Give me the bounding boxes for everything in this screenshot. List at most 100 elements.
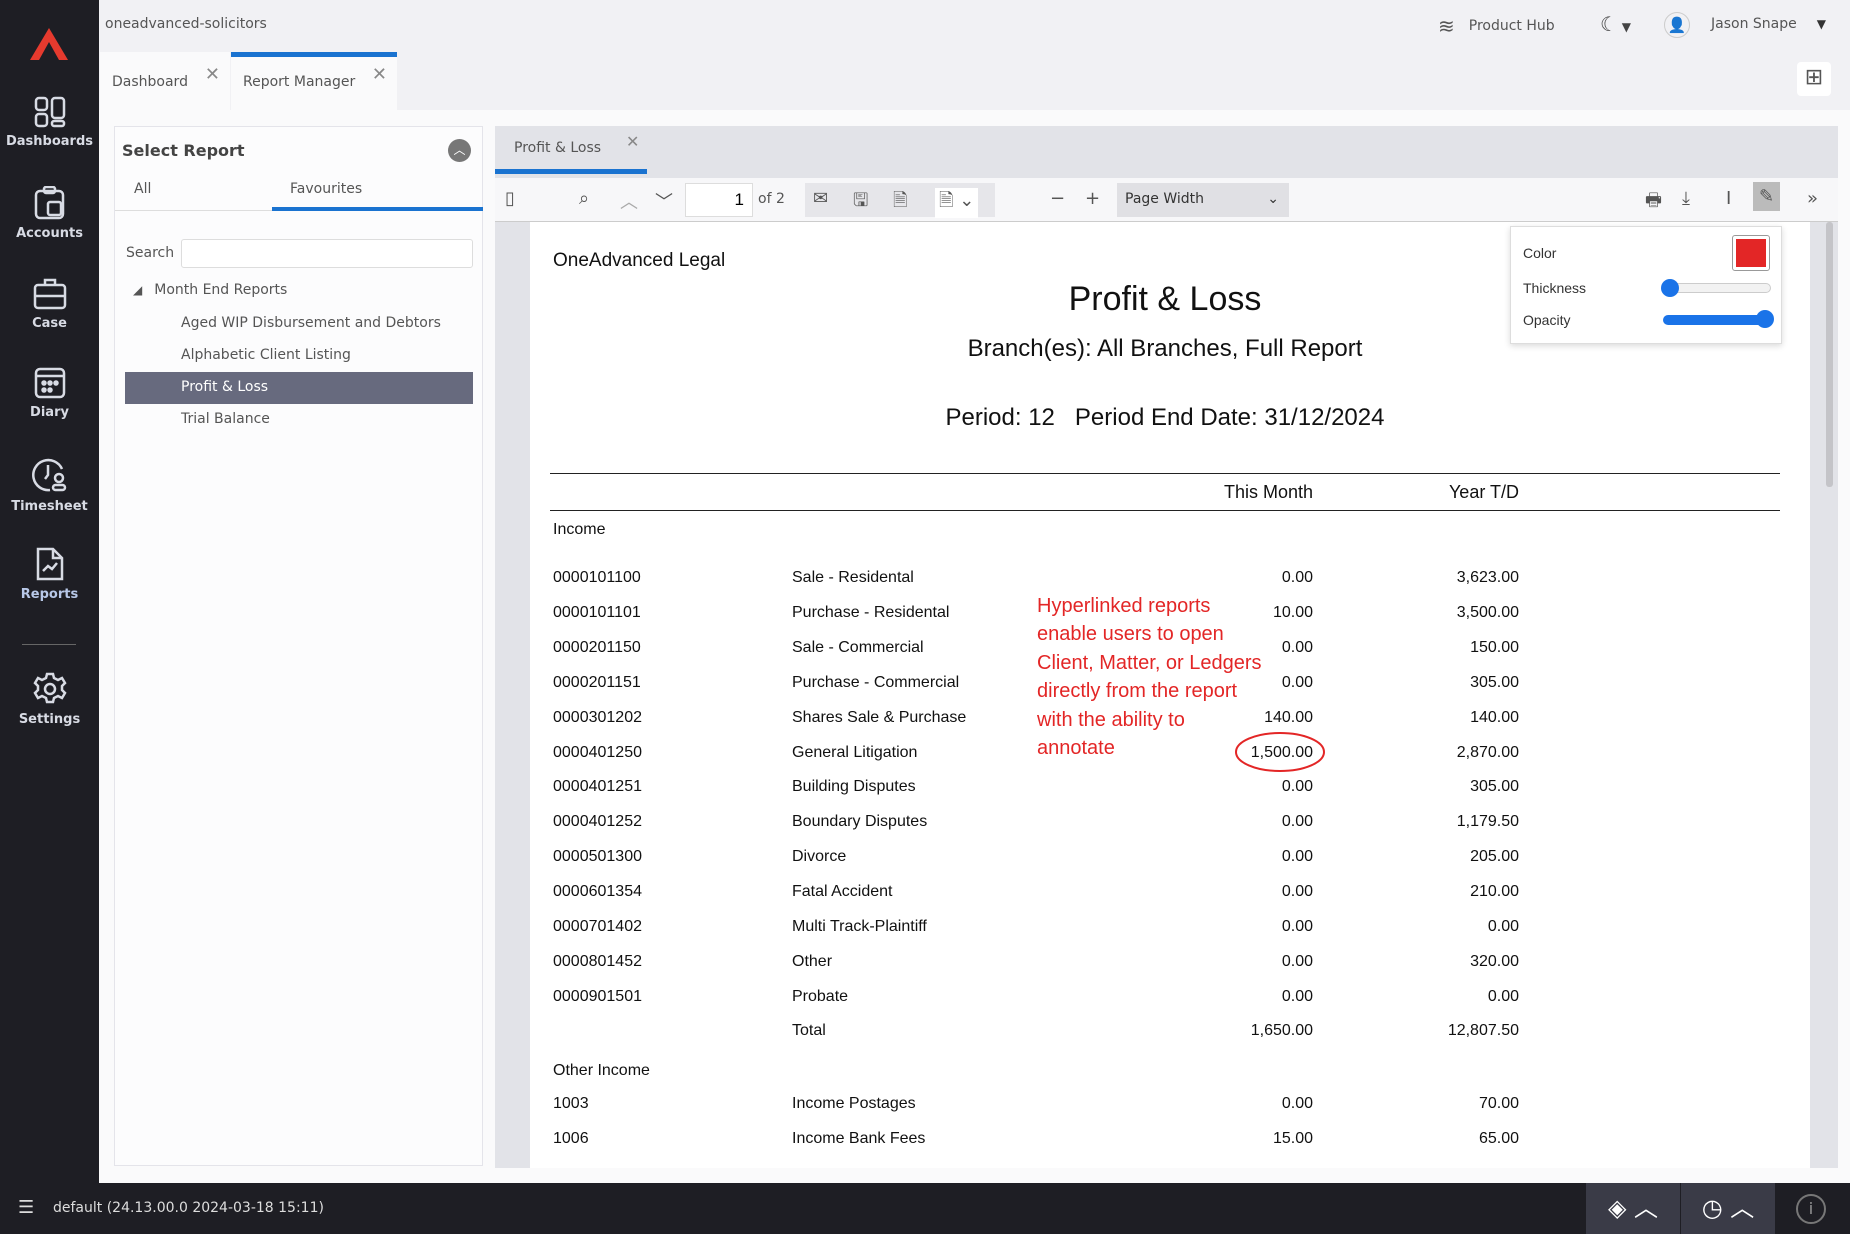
cell-year-to-date: 210.00 (1470, 883, 1519, 901)
sidebar-item-case[interactable]: Case (0, 278, 99, 331)
cell-description: Shares Sale & Purchase (792, 708, 967, 726)
slider-thumb[interactable] (1756, 310, 1774, 328)
cell-year-to-date: 320.00 (1470, 952, 1519, 970)
tab-dashboard[interactable]: Dashboard ✕ (100, 52, 230, 110)
table-row[interactable]: 0000901501 Probate 0.00 0.00 (530, 988, 1810, 1008)
word-export-icon[interactable]: 🗎 (893, 190, 908, 211)
table-row[interactable]: 0000601354 Fatal Accident 0.00 210.00 (530, 883, 1810, 903)
cell-code[interactable]: 0000201150 (553, 638, 641, 656)
cell-code[interactable]: 0000601354 (553, 883, 642, 901)
sidebar-item-timesheet[interactable]: Timesheet (0, 457, 99, 514)
user-menu[interactable]: Jason Snape ▼ (1711, 16, 1826, 32)
table-row[interactable]: 0000401252 Boundary Disputes 0.00 1,179.50 (530, 813, 1810, 833)
cell-code[interactable]: 0000401250 (553, 743, 642, 761)
slider-thumb[interactable] (1661, 279, 1679, 297)
sidebar-item-settings[interactable]: Settings (0, 672, 99, 727)
zoom-in-icon[interactable]: + (1085, 188, 1101, 209)
page-count: of 2 (758, 191, 785, 207)
viewer-tab-profit-loss[interactable]: Profit & Loss (495, 126, 647, 174)
table-row[interactable]: 1006 Income Bank Fees 15.00 65.00 (530, 1130, 1810, 1150)
cell-code[interactable]: 0000501300 (553, 848, 642, 866)
scrollbar[interactable] (1826, 222, 1833, 487)
print-icon[interactable]: 🖶 (1645, 190, 1662, 211)
search-input[interactable] (181, 239, 473, 268)
opacity-slider[interactable] (1663, 310, 1774, 328)
table-row[interactable]: 0000101101 Purchase - Residental 10.00 3,50… (530, 604, 1810, 624)
cell-code[interactable]: 0000201151 (553, 673, 641, 691)
next-page-icon[interactable]: ﹀ (655, 192, 673, 213)
cell-code[interactable]: 1006 (553, 1129, 589, 1147)
user-avatar-icon[interactable]: 👤 (1664, 12, 1690, 38)
annotation-text[interactable]: Hyperlinked reports enable users to open… (1037, 592, 1262, 762)
tab-label: Report Manager (243, 74, 356, 90)
cell-code[interactable]: 0000401251 (553, 778, 642, 796)
report-item-selected[interactable]: Profit & Loss (125, 372, 473, 404)
report-item[interactable]: Aged WIP Disbursement and Debtors (181, 315, 441, 331)
cell-code[interactable]: 0000701402 (553, 918, 642, 935)
cell-code[interactable]: 0000101101 (553, 603, 641, 621)
cell-code[interactable]: 1003 (553, 1095, 589, 1112)
theme-toggle-button[interactable]: ☾ ▼ (1600, 12, 1631, 36)
search-icon[interactable]: ⌕ (579, 188, 590, 209)
grid-view-button[interactable]: ⊞ (1797, 62, 1831, 96)
sidebar-toggle-icon[interactable]: ▯ (505, 188, 515, 209)
report-item[interactable]: Alphabetic Client Listing (181, 347, 351, 363)
previous-page-icon[interactable]: ︿ (620, 192, 638, 213)
cell-code[interactable]: 0000301202 (553, 708, 642, 726)
table-row[interactable]: 1003 Income Postages 0.00 70.00 (530, 1095, 1810, 1115)
info-icon[interactable]: i (1796, 1194, 1826, 1224)
history-menu-button[interactable]: ◷ ︿ (1681, 1183, 1775, 1234)
table-row[interactable]: 0000401251 Building Disputes 0.00 305.00 (530, 778, 1810, 798)
sidebar-item-reports[interactable]: Reports (0, 547, 99, 602)
excel-export-dropdown[interactable]: 🗎 ⌄ (935, 188, 979, 218)
text-select-icon[interactable]: I (1726, 188, 1732, 209)
tab-all[interactable]: All (115, 167, 272, 211)
cell-year-to-date: 0.00 (1487, 987, 1519, 1005)
color-swatch[interactable] (1732, 235, 1770, 271)
download-icon[interactable]: ⤓ (1682, 188, 1690, 209)
annotate-pen-icon[interactable]: ✎ (1753, 182, 1781, 211)
column-header-ytd: Year T/D (1448, 482, 1519, 502)
page-number-input[interactable] (685, 183, 753, 217)
tab-favourites[interactable]: Favourites (272, 167, 483, 211)
thickness-slider[interactable] (1661, 279, 1771, 297)
annotation-circle[interactable] (1230, 727, 1330, 777)
tree-group-month-end[interactable]: ◢ Month End Reports (133, 282, 287, 298)
chevron-down-icon: ⌄ (1267, 191, 1279, 207)
cell-code[interactable]: 0000101100 (553, 569, 641, 586)
sidebar-item-diary[interactable]: Diary (0, 367, 99, 420)
dashboards-icon (34, 96, 65, 128)
thickness-label: Thickness (1523, 280, 1587, 296)
cell-year-to-date: 65.00 (1478, 1129, 1519, 1147)
caret-icon: ◢ (133, 283, 143, 297)
close-icon[interactable]: ✕ (204, 64, 220, 85)
version-info: default (24.13.00.0 2024-03-18 15:11) (53, 1200, 324, 1216)
tab-report-manager[interactable]: Report Manager ✕ (231, 52, 397, 110)
table-row[interactable]: 0000301202 Shares Sale & Purchase 140.00 14… (530, 709, 1810, 729)
save-icon[interactable]: 🖫 (853, 190, 869, 211)
collapse-button[interactable]: ︿ (448, 139, 471, 162)
sidebar-item-accounts[interactable]: Accounts (0, 186, 99, 241)
table-row[interactable]: 0000401250 General Litigation 1,500.00 2,87… (530, 744, 1810, 764)
report-item[interactable]: Trial Balance (181, 411, 270, 427)
cell-code[interactable]: 0000901501 (553, 987, 642, 1005)
cell-code[interactable]: 0000401252 (553, 813, 642, 831)
product-hub-button[interactable]: ≋ Product Hub (1438, 14, 1555, 38)
sidebar-item-dashboards[interactable]: Dashboards (0, 96, 99, 149)
cell-this-month: 1,500.00 (1250, 743, 1313, 761)
zoom-out-icon[interactable]: − (1050, 188, 1066, 209)
close-icon[interactable]: ✕ (626, 132, 640, 151)
more-tools-icon[interactable]: » (1807, 188, 1819, 209)
table-row[interactable]: 0000801452 Other 0.00 320.00 (530, 953, 1810, 973)
table-row[interactable]: 0000201151 Purchase - Commercial 0.00 305.0… (530, 674, 1810, 694)
zoom-select[interactable]: Page Width ⌄ (1117, 183, 1289, 217)
table-row[interactable]: 0000101100 Sale - Residental 0.00 3,623.00 (530, 569, 1810, 589)
close-icon[interactable]: ✕ (371, 64, 387, 85)
layers-menu-button[interactable]: ◈ ︿ (1586, 1183, 1680, 1234)
email-icon[interactable]: ✉ (813, 188, 829, 209)
table-row[interactable]: 0000501300 Divorce 0.00 205.00 (530, 848, 1810, 868)
table-row[interactable]: 0000201150 Sale - Commercial 0.00 150.00 (530, 639, 1810, 659)
calendar-icon (34, 367, 65, 399)
table-row[interactable]: 0000701402 Multi Track-Plaintiff 0.00 0.00 (530, 918, 1810, 938)
cell-code[interactable]: 0000801452 (553, 952, 642, 970)
